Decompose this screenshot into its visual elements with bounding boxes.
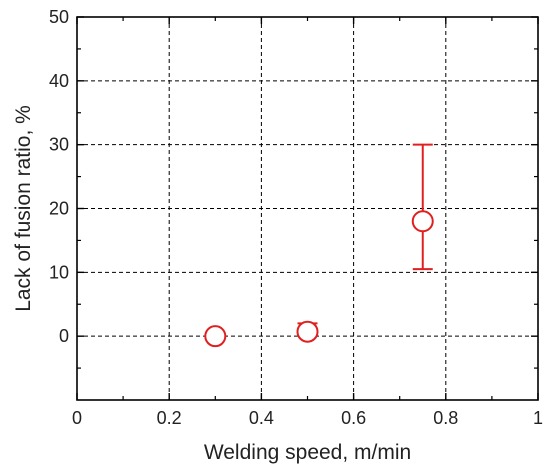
grid-layer (77, 17, 538, 400)
x-tick-label: 0 (72, 408, 82, 428)
x-tick-label: 0.8 (433, 408, 458, 428)
y-tick-label: 40 (49, 71, 69, 91)
y-tick-label: 10 (49, 262, 69, 282)
x-tick-label: 0.6 (341, 408, 366, 428)
x-axis-label: Welding speed, m/min (204, 441, 411, 464)
data-point (204, 325, 227, 348)
y-tick-label: 30 (49, 135, 69, 155)
data-layer (204, 143, 434, 348)
data-point (411, 210, 434, 233)
x-tick-label: 1 (533, 408, 543, 428)
y-tick-label: 0 (59, 326, 69, 346)
x-tick-label: 0.2 (157, 408, 182, 428)
y-axis-label: Lack of fusion ratio, % (12, 105, 35, 312)
plot-frame (76, 16, 539, 401)
data-point (296, 320, 319, 343)
y-tick-label: 50 (49, 7, 69, 27)
y-tick-label: 20 (49, 199, 69, 219)
x-tick-label: 0.4 (249, 408, 274, 428)
